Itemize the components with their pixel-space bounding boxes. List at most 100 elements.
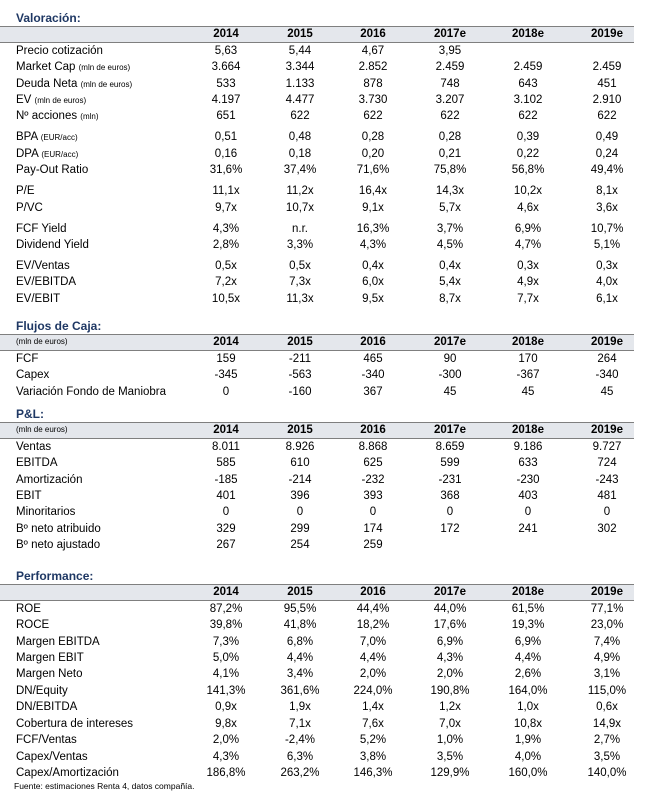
cell-value: 4,9%	[593, 651, 621, 664]
cell-value: 0,21	[438, 147, 462, 160]
row-label: Nº acciones (mln)	[16, 108, 99, 124]
rule	[0, 42, 634, 43]
row-label: Dividend Yield	[16, 237, 89, 253]
row-label: P/E	[16, 183, 35, 199]
cell-value: 0	[369, 506, 377, 519]
cell-value: 2.852	[358, 61, 388, 74]
cell-value: 0	[446, 506, 454, 519]
cell-value: 7,7x	[517, 292, 539, 305]
rule	[0, 350, 634, 351]
cell-value: 44,0%	[433, 602, 467, 615]
cell-value: 329	[216, 522, 236, 535]
row-label: Bº neto ajustado	[16, 537, 100, 553]
cell-value: 56,8%	[511, 164, 545, 177]
cell-value: 186,8%	[206, 767, 246, 780]
label-text: ROE	[16, 602, 41, 615]
cell-value: 0,22	[516, 147, 540, 160]
cell-value: 0,6x	[596, 701, 618, 714]
year-header: 2019e	[591, 336, 623, 348]
label-text: EV	[16, 93, 32, 106]
cell-value: 45	[600, 385, 614, 398]
cell-value: 3,3%	[286, 239, 314, 252]
cell-value: 10,7x	[285, 201, 315, 214]
year-header: 2016	[360, 586, 386, 598]
cell-value: 10,2x	[513, 185, 543, 198]
cell-value: 190,8%	[430, 684, 470, 697]
cell-value: 368	[440, 489, 460, 502]
label-text: P/VC	[16, 201, 43, 214]
cell-value: 0,51	[214, 131, 238, 144]
cell-value: 4,1%	[212, 668, 240, 681]
cell-value: 49,4%	[590, 164, 624, 177]
cell-value: 16,4x	[358, 185, 388, 198]
cell-value: 164,0%	[508, 684, 548, 697]
cell-value: 6,9%	[514, 635, 542, 648]
rule	[0, 334, 634, 335]
cell-value: 9.186	[513, 440, 543, 453]
cell-value: 6,9%	[436, 635, 464, 648]
cell-value: 2,0%	[212, 734, 240, 747]
row-label: Margen Neto	[16, 666, 82, 682]
row-label: DN/EBITDA	[16, 699, 77, 715]
header-band	[0, 27, 634, 42]
cell-value: 0	[524, 506, 532, 519]
cell-value: 1,9%	[514, 734, 542, 747]
cell-value: 254	[290, 539, 310, 552]
cell-value: 1,4x	[362, 701, 384, 714]
row-label: EV/EBITDA	[16, 274, 76, 290]
cell-value: 4,3%	[212, 750, 240, 763]
row-label: Deuda Neta (mln de euros)	[16, 76, 132, 92]
cell-value: 2,7%	[593, 734, 621, 747]
cell-value: -185	[214, 473, 238, 486]
cell-value: 4,3%	[359, 239, 387, 252]
label-text: Cobertura de intereses	[16, 717, 133, 730]
cell-value: 7,0x	[439, 717, 461, 730]
cell-value: 11,2x	[286, 185, 314, 198]
cell-value: 2,8%	[212, 239, 240, 252]
label-text: Deuda Neta	[16, 77, 78, 90]
unit-note: (mln de euros)	[78, 63, 131, 73]
cell-value: 4,3%	[436, 651, 464, 664]
cell-value: 2.459	[435, 61, 465, 74]
row-label: ROCE	[16, 617, 49, 633]
year-header: 2019e	[591, 424, 623, 436]
cell-value: 610	[290, 457, 310, 470]
cell-value: 61,5%	[511, 602, 545, 615]
cell-value: 159	[216, 352, 236, 365]
label-text: Bº neto atribuido	[16, 522, 101, 535]
cell-value: n.r.	[292, 222, 308, 235]
cell-value: 140,0%	[587, 767, 627, 780]
label-text: DN/Equity	[16, 684, 68, 697]
cell-value: 465	[363, 352, 383, 365]
year-header: 2015	[287, 336, 313, 348]
cell-value: 11,1x	[212, 185, 240, 198]
row-label: Margen EBIT	[16, 650, 84, 666]
year-header: 2017e	[434, 336, 466, 348]
cell-value: 39,8%	[209, 619, 243, 632]
cell-value: 267	[216, 539, 236, 552]
row-label: Amortización	[16, 472, 82, 488]
cell-value: 3,4%	[286, 668, 314, 681]
cell-value: 75,8%	[433, 164, 467, 177]
cell-value: 37,4%	[283, 164, 317, 177]
cell-value: 0,4x	[362, 260, 384, 272]
cell-value: 4,9x	[517, 276, 539, 289]
cell-value: 0,24	[595, 147, 619, 160]
cell-value: 3,8%	[359, 750, 387, 763]
cell-value: 0,16	[214, 147, 238, 160]
cell-value: 361,6%	[280, 684, 320, 697]
cell-value: 8.659	[435, 440, 465, 453]
cell-value: 41,8%	[283, 619, 317, 632]
cell-value: 625	[363, 457, 383, 470]
cell-value: 2,0%	[436, 668, 464, 681]
year-header: 2018e	[512, 586, 544, 598]
row-label: EV (mln de euros)	[16, 92, 86, 108]
cell-value: 4,3%	[212, 222, 240, 235]
cell-value: 259	[363, 539, 383, 552]
cell-value: 3,6x	[596, 201, 618, 214]
cell-value: 10,7%	[590, 222, 624, 235]
cell-value: 0,48	[288, 131, 312, 144]
unit-note: (mln)	[80, 112, 99, 122]
year-header: 2018e	[512, 424, 544, 436]
